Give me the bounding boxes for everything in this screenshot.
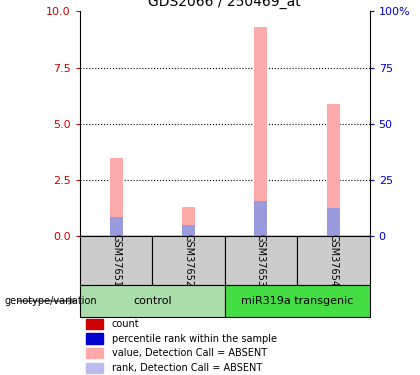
Text: percentile rank within the sample: percentile rank within the sample xyxy=(112,334,277,344)
Text: value, Detection Call = ABSENT: value, Detection Call = ABSENT xyxy=(112,348,267,358)
Bar xyxy=(182,225,195,236)
Bar xyxy=(86,333,103,344)
Text: GSM37654: GSM37654 xyxy=(328,234,339,287)
Bar xyxy=(86,319,103,329)
Text: GSM37653: GSM37653 xyxy=(256,234,266,287)
Text: miR319a transgenic: miR319a transgenic xyxy=(241,296,353,306)
Text: GSM37651: GSM37651 xyxy=(111,234,121,287)
Text: rank, Detection Call = ABSENT: rank, Detection Call = ABSENT xyxy=(112,363,262,373)
Text: control: control xyxy=(133,296,171,306)
Bar xyxy=(327,104,340,236)
Bar xyxy=(110,158,123,236)
Bar xyxy=(297,236,370,285)
Bar xyxy=(225,236,297,285)
Bar xyxy=(86,348,103,358)
Bar xyxy=(255,27,268,236)
Bar xyxy=(152,236,225,285)
Bar xyxy=(80,236,152,285)
Bar xyxy=(225,285,370,317)
Text: genotype/variation: genotype/variation xyxy=(4,296,97,306)
Bar xyxy=(327,208,340,236)
Bar xyxy=(110,217,123,236)
Bar xyxy=(80,285,225,317)
Text: count: count xyxy=(112,319,139,329)
Bar xyxy=(182,207,195,236)
Title: GDS2066 / 250469_at: GDS2066 / 250469_at xyxy=(148,0,301,9)
Bar xyxy=(255,201,268,236)
Text: GSM37652: GSM37652 xyxy=(184,234,194,287)
Bar xyxy=(86,363,103,373)
